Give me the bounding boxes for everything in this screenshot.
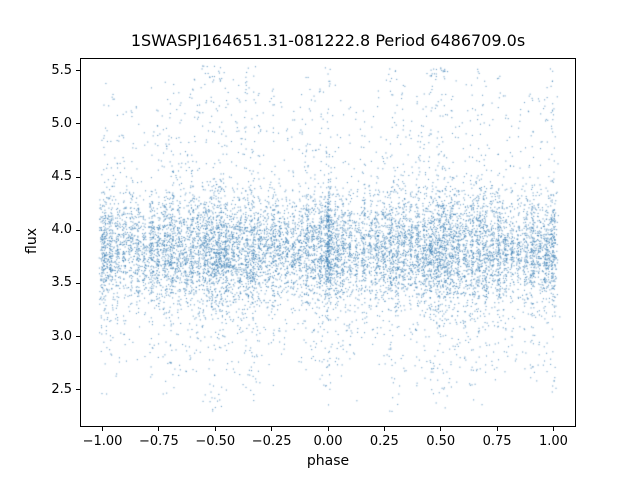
x-tick-label: −0.50 <box>195 434 236 449</box>
y-tick-mark <box>76 229 80 231</box>
x-tick-label: 0.25 <box>369 434 399 449</box>
x-tick-label: 0.75 <box>482 434 512 449</box>
y-tick-label: 3.0 <box>51 328 72 344</box>
y-tick-mark <box>76 336 80 338</box>
y-tick-label: 5.0 <box>51 115 72 131</box>
y-tick-mark <box>76 389 80 391</box>
x-tick-mark <box>496 427 498 431</box>
y-tick-mark <box>76 282 80 284</box>
x-axis-label: phase <box>306 453 350 469</box>
y-tick-mark <box>76 70 80 72</box>
plot-area <box>80 58 576 427</box>
y-tick-label: 2.5 <box>51 381 72 397</box>
x-tick-mark <box>440 427 442 431</box>
y-tick-mark <box>76 123 80 125</box>
x-tick-label: −0.75 <box>138 434 179 449</box>
x-tick-label: −0.25 <box>251 434 292 449</box>
y-tick-label: 3.5 <box>51 275 72 291</box>
x-tick-label: −1.00 <box>82 434 123 449</box>
y-tick-label: 5.5 <box>51 62 72 78</box>
x-tick-label: 0.00 <box>313 434 343 449</box>
x-tick-label: 0.50 <box>426 434 456 449</box>
y-tick-mark <box>76 176 80 178</box>
y-tick-label: 4.5 <box>51 169 72 185</box>
x-tick-label: 1.00 <box>538 434 568 449</box>
x-tick-mark <box>271 427 273 431</box>
x-tick-mark <box>383 427 385 431</box>
x-tick-mark <box>552 427 554 431</box>
y-tick-label: 4.0 <box>51 222 72 238</box>
chart-title: 1SWASPJ164651.31-081222.8 Period 6486709… <box>130 31 526 50</box>
x-tick-mark <box>327 427 329 431</box>
x-tick-mark <box>102 427 104 431</box>
x-tick-mark <box>214 427 216 431</box>
x-tick-mark <box>158 427 160 431</box>
